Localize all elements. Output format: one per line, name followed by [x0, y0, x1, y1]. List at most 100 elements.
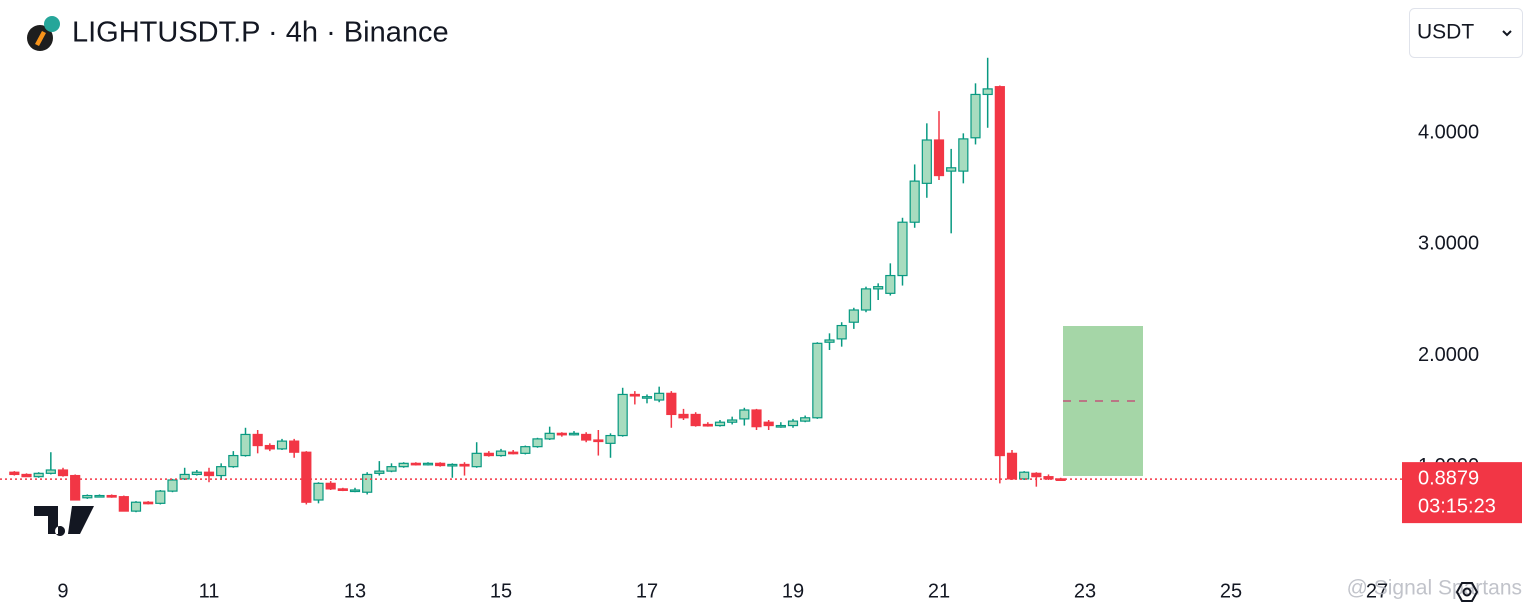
candle-body [483, 452, 494, 457]
candle-body [264, 444, 275, 450]
candle-body [727, 419, 738, 423]
candle-body [812, 342, 823, 419]
candle-body [982, 88, 993, 96]
x-tick-label: 13 [344, 580, 366, 602]
candle-body [617, 393, 628, 437]
candle-body [106, 494, 117, 498]
x-tick-label: 19 [782, 580, 804, 602]
candle-body [775, 424, 786, 428]
candle-body [873, 286, 884, 290]
x-tick-label: 23 [1074, 580, 1096, 602]
candle-body [994, 86, 1005, 457]
candle-body [678, 413, 689, 419]
candle-body [447, 463, 458, 467]
candle-body [520, 446, 531, 454]
candle-body [325, 482, 336, 490]
y-tick-label: 4.0000 [1418, 122, 1479, 144]
candle-body [970, 93, 981, 139]
currency-dropdown[interactable] [1409, 8, 1523, 58]
candle-body [666, 392, 677, 416]
candle-body [690, 413, 701, 427]
candle-body [289, 440, 300, 453]
logo-glyph [35, 31, 46, 46]
candle-body [593, 439, 604, 443]
candle-body [313, 482, 324, 501]
candle-body [240, 433, 251, 457]
axes: 1.00002.00003.00004.00009111315171921232… [0, 122, 1522, 602]
candle-body [155, 490, 166, 504]
candle-body [94, 494, 105, 498]
candle-body [130, 501, 142, 512]
x-tick-label: 15 [490, 580, 512, 602]
candle-body [836, 324, 847, 340]
currency-label: USDT [1417, 21, 1474, 44]
candle-body [568, 432, 580, 436]
x-tick-label: 21 [928, 580, 950, 602]
candle-body [82, 494, 93, 499]
candle-body [349, 489, 361, 493]
candle-body [508, 451, 519, 455]
candle-body [216, 466, 227, 477]
candle-body [422, 462, 434, 466]
candle-body [471, 452, 482, 468]
candle-body [885, 274, 896, 294]
candles [9, 57, 1066, 513]
tradingview-logo[interactable] [34, 506, 94, 536]
dropdown-arrow [1502, 30, 1512, 37]
candle-body [9, 471, 20, 476]
candle-body [702, 423, 713, 427]
candle-body [921, 139, 932, 184]
x-tick-label: 27 [1366, 580, 1388, 602]
candle-body [605, 434, 616, 444]
last-price-box [1402, 462, 1522, 524]
candle-body [33, 472, 44, 478]
x-tick-label: 11 [199, 580, 220, 602]
candle-body [714, 421, 726, 427]
candle-body [860, 288, 872, 311]
candle-body [787, 420, 799, 427]
candle-body [167, 479, 178, 492]
exchange-logo [44, 16, 60, 32]
candle-body [544, 432, 555, 440]
candle-body [1006, 452, 1018, 480]
last-price-label: 0.8879 [1418, 467, 1479, 489]
chart-title: LIGHTUSDT.P · 4h · Binance [72, 17, 449, 49]
candle-body [337, 488, 348, 491]
candle-body [143, 501, 154, 505]
candle-body [763, 421, 774, 427]
candle-body [1019, 471, 1030, 480]
candle-body [946, 167, 957, 172]
y-tick-label: 3.0000 [1418, 233, 1479, 255]
candle-body [629, 393, 640, 397]
watermark: @ Signal Spartans [1347, 577, 1522, 600]
x-tick-label: 17 [636, 580, 658, 602]
candle-body [191, 471, 202, 476]
candle-body [21, 473, 32, 478]
candle-body [958, 138, 969, 172]
candle-body [532, 438, 543, 448]
candle-body [654, 392, 665, 401]
candle-body [252, 433, 263, 447]
candle-body [751, 409, 762, 428]
candle-body [800, 417, 811, 422]
candle-body [739, 409, 750, 420]
settings-icon[interactable] [1455, 582, 1479, 602]
candle-body [495, 450, 507, 457]
candle-body [897, 221, 908, 277]
candle-body [45, 469, 56, 474]
y-tick-label: 2.0000 [1418, 344, 1479, 366]
candle-body [581, 433, 592, 441]
candle-body [410, 462, 421, 466]
candle-body [909, 180, 920, 223]
candle-body [641, 396, 653, 399]
candle-body [57, 469, 69, 477]
candle-body [179, 473, 190, 480]
candle-body [459, 463, 470, 467]
candle-body [301, 451, 312, 503]
candle-body [933, 139, 945, 177]
candle-body [203, 471, 215, 477]
candle-body [556, 432, 567, 436]
x-tick-label: 9 [57, 580, 68, 602]
candle-body [276, 440, 288, 450]
